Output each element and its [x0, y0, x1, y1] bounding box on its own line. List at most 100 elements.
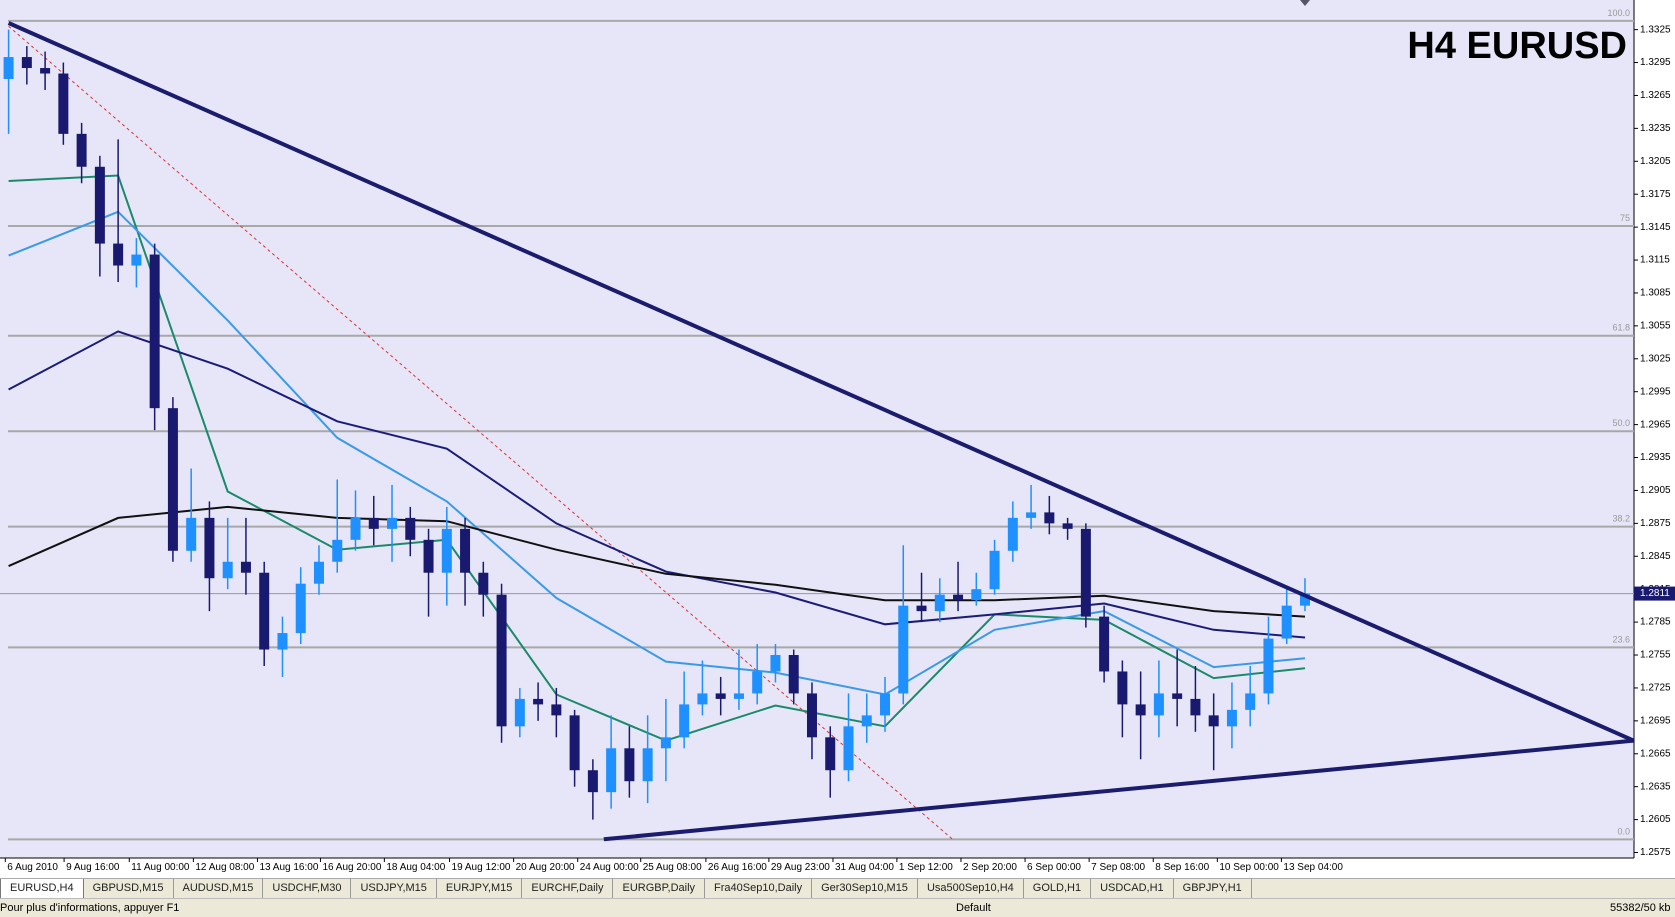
y-tick-label: 1.2785	[1640, 617, 1671, 628]
moving-average	[8, 330, 1306, 639]
symbol-tab[interactable]: GBPJPY,H1	[1174, 879, 1252, 898]
candle-body	[533, 698, 544, 705]
x-tick-label: 25 Aug 08:00	[643, 862, 702, 873]
symbol-tab[interactable]: USDCHF,M30	[263, 879, 352, 898]
shift-marker	[1300, 0, 1310, 6]
symbol-tab[interactable]: USDCAD,H1	[1091, 879, 1174, 898]
candle-body	[240, 561, 251, 573]
candle-body	[1208, 715, 1219, 727]
candle-body	[496, 594, 507, 727]
y-tick-label: 1.3145	[1640, 222, 1671, 233]
candle-body	[733, 693, 744, 699]
y-tick-label: 1.3295	[1640, 57, 1671, 68]
symbol-tab[interactable]: EURGBP,Daily	[613, 879, 706, 898]
fib-level-label: 38.2	[1612, 514, 1630, 524]
y-tick-label: 1.2875	[1640, 518, 1671, 529]
symbol-tab[interactable]: AUDUSD,M15	[174, 879, 264, 898]
x-tick-label: 26 Aug 16:00	[708, 862, 767, 873]
x-tick-label: 12 Aug 08:00	[195, 862, 254, 873]
last-price-label: 1.2811	[1640, 588, 1670, 599]
x-tick-label: 31 Aug 04:00	[835, 862, 894, 873]
y-tick-label: 1.3235	[1640, 123, 1671, 134]
x-tick-label: 10 Sep 00:00	[1219, 862, 1279, 873]
y-tick-label: 1.2635	[1640, 781, 1671, 792]
candle-body	[697, 693, 708, 705]
candle-body	[642, 748, 653, 782]
symbol-tab[interactable]: GBPUSD,M15	[84, 879, 174, 898]
candle-body	[405, 517, 416, 540]
moving-average	[8, 505, 1306, 618]
y-tick-label: 1.3055	[1640, 321, 1671, 332]
symbol-tab[interactable]: EURCHF,Daily	[522, 879, 614, 898]
candle-body	[898, 605, 909, 694]
status-profile: Default	[956, 902, 991, 914]
x-tick-label: 20 Aug 20:00	[516, 862, 575, 873]
candle-body	[1044, 512, 1055, 524]
symbol-tab[interactable]: EURUSD,H4	[0, 879, 84, 899]
symbol-tab[interactable]: Fra40Sep10,Daily	[705, 879, 813, 898]
x-tick-label: 8 Sep 16:00	[1155, 862, 1209, 873]
candle-body	[94, 166, 105, 244]
y-tick-label: 1.3205	[1640, 156, 1671, 167]
candle-body	[916, 605, 927, 612]
candle-body	[770, 655, 781, 672]
fib-level-label: 50.0	[1612, 418, 1630, 428]
y-tick-label: 1.3025	[1640, 353, 1671, 364]
y-tick-label: 1.2665	[1640, 748, 1671, 759]
candle-body	[551, 704, 562, 716]
candle-body	[825, 737, 836, 771]
x-tick-label: 29 Aug 23:00	[771, 862, 830, 873]
symbol-tab[interactable]: USDJPY,M15	[351, 879, 437, 898]
fib-level-label: 75	[1620, 213, 1630, 223]
candle-body	[806, 693, 817, 738]
fib-level-label: 100.0	[1607, 8, 1630, 18]
candle-body	[989, 550, 1000, 590]
candle-body	[1007, 517, 1018, 551]
candle-body	[788, 655, 799, 694]
y-tick-label: 1.3265	[1640, 90, 1671, 101]
candle-body	[1099, 616, 1110, 672]
candle-body	[295, 583, 306, 634]
candle-body	[587, 770, 598, 793]
candle-body	[21, 57, 32, 69]
y-tick-label: 1.2995	[1640, 386, 1671, 397]
plot-layer: 100.0 75 61.8 50.0 38.2 23.6 0.0	[0, 8, 1635, 842]
x-tick-label: 11 Aug 00:00	[131, 862, 190, 873]
candle-body	[423, 539, 434, 573]
trendline	[7, 21, 1635, 743]
symbol-tab[interactable]: Usa500Sep10,H4	[918, 879, 1024, 898]
candle-body	[186, 517, 197, 551]
candle-body	[1226, 709, 1237, 727]
candle-body	[514, 698, 525, 727]
symbol-tab[interactable]: Ger30Sep10,M15	[812, 879, 918, 898]
candle-body	[752, 671, 763, 694]
x-tick-label: 19 Aug 12:00	[452, 862, 511, 873]
candle-body	[277, 633, 288, 650]
y-tick-label: 1.2905	[1640, 485, 1671, 496]
symbol-tab[interactable]: EURJPY,M15	[437, 879, 523, 898]
candle-body	[259, 572, 270, 650]
candle-body	[624, 748, 635, 782]
candle-body	[1299, 593, 1310, 606]
candle-body	[58, 73, 69, 134]
candle-body	[1153, 693, 1164, 716]
fib-level-label: 23.6	[1612, 634, 1630, 644]
y-tick-label: 1.3175	[1640, 189, 1671, 200]
x-tick-label: 6 Sep 00:00	[1027, 862, 1081, 873]
trendline	[603, 738, 1634, 842]
candle-body	[660, 737, 671, 749]
y-tick-label: 1.2605	[1640, 814, 1671, 825]
fib-diagonal	[8, 25, 953, 840]
x-tick-label: 1 Sep 12:00	[899, 862, 953, 873]
candle-body	[167, 408, 178, 551]
candle-body	[332, 539, 343, 562]
candle-body	[204, 517, 215, 579]
candle-body	[1281, 605, 1292, 639]
x-tick-label: 24 Aug 00:00	[580, 862, 639, 873]
symbol-tab[interactable]: GOLD,H1	[1024, 879, 1092, 898]
fib-level-label: 61.8	[1612, 323, 1630, 333]
candle-body	[971, 589, 982, 601]
candle-body	[40, 68, 51, 74]
candle-body	[880, 693, 891, 716]
